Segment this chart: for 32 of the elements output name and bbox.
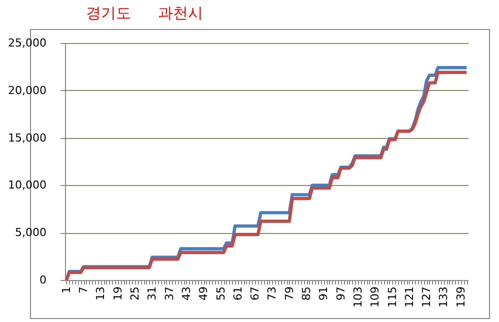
x-tick-label: 115 — [386, 286, 399, 308]
y-tick-label: 10,000 — [8, 178, 46, 192]
y-tick-label: 5,000 — [15, 226, 46, 240]
x-tick-label: 37 — [162, 286, 176, 300]
y-tick-label: 20,000 — [8, 84, 46, 97]
x-tick-label: 1 — [60, 286, 73, 294]
y-tick-label: 0 — [40, 274, 46, 286]
x-tick-label: 73 — [266, 286, 279, 300]
x-tick-label: 7 — [77, 286, 90, 294]
x-tick-label: 49 — [197, 286, 210, 300]
x-tick-label: 55 — [214, 286, 228, 300]
x-tick-label: 25 — [128, 286, 142, 300]
y-tick-label: 25,000 — [8, 36, 46, 50]
x-tick-label: 85 — [300, 286, 314, 300]
x-tick-label: 61 — [231, 286, 244, 300]
x-tick-label: 91 — [317, 286, 330, 300]
text: 경기도 — [86, 4, 131, 23]
x-tick-label: 31 — [146, 286, 159, 300]
x-tick-label: 43 — [180, 286, 193, 300]
x-tick-label: 67 — [248, 286, 262, 300]
x-tick-label: 127 — [420, 286, 434, 308]
x-tick-label: 97 — [334, 286, 348, 300]
x-tick-label: 103 — [351, 286, 364, 308]
x-tick-label: 109 — [368, 286, 382, 308]
text: 과천시 — [158, 4, 203, 23]
x-tick-label: 19 — [111, 286, 124, 300]
x-tick-label: 133 — [437, 286, 450, 308]
x-tick-label: 79 — [282, 286, 296, 300]
y-tick-label: 15,000 — [8, 131, 46, 144]
x-tick-label: 121 — [402, 286, 416, 308]
x-tick-label: 13 — [94, 286, 108, 300]
x-tick-label: 139 — [454, 286, 468, 308]
